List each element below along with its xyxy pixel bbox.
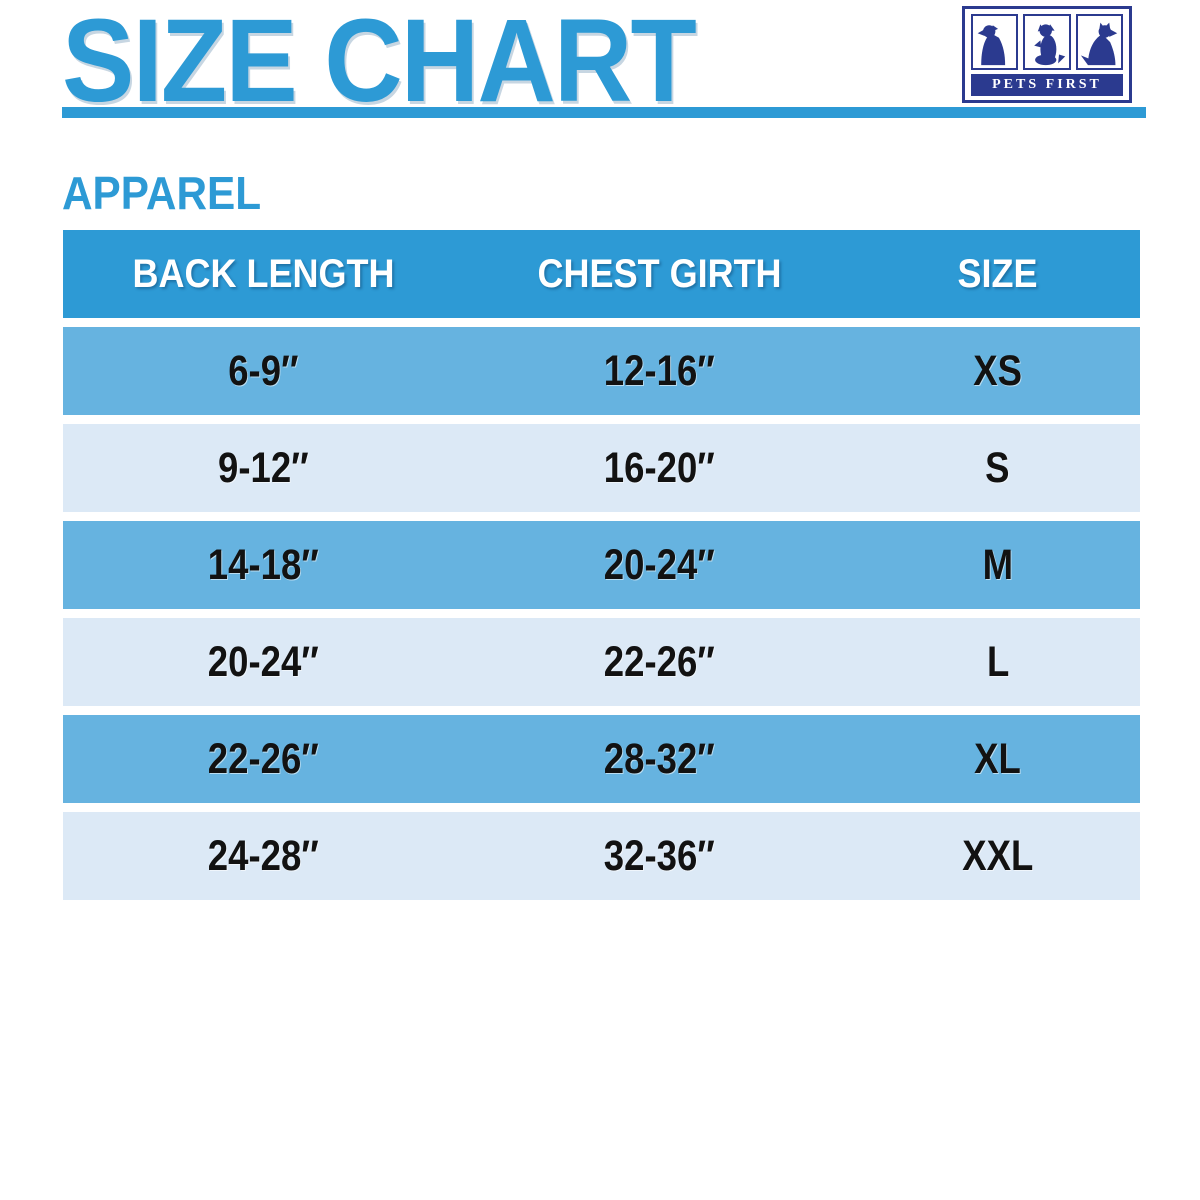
cell-size: XL (974, 734, 1022, 783)
logo-box-3 (1075, 14, 1123, 70)
page-title: SIZE CHART (62, 0, 697, 127)
header-back-length: BACK LENGTH (132, 251, 395, 296)
table-row-xs: 6-9″ 12-16″ XS (63, 327, 1140, 415)
cell-chest-girth: 20-24″ (604, 540, 716, 589)
cell-back-length: 6-9″ (228, 346, 299, 395)
logo-dog-boxes (971, 14, 1123, 70)
table-row-m: 14-18″ 20-24″ M (63, 521, 1140, 609)
cell-back-length: 14-18″ (207, 540, 319, 589)
header-chest-girth: CHEST GIRTH (537, 251, 782, 296)
cell-back-length: 20-24″ (207, 637, 319, 686)
logo-box-1 (971, 14, 1019, 70)
section-title: APPAREL (62, 167, 262, 219)
cell-size: L (986, 637, 1009, 686)
cell-size: XXL (962, 831, 1034, 880)
dog-size-illustration: Length Chest Girth Neck (0, 940, 1200, 1200)
cell-chest-girth: 22-26″ (604, 637, 716, 686)
cell-size: XS (973, 346, 1023, 395)
table-row-s: 9-12″ 16-20″ S (63, 424, 1140, 512)
cell-size: S (985, 443, 1011, 492)
table-row-l: 20-24″ 22-26″ L (63, 618, 1140, 706)
logo-wordmark: PETS FIRST (971, 74, 1123, 96)
cell-chest-girth: 32-36″ (604, 831, 716, 880)
cell-back-length: 22-26″ (207, 734, 319, 783)
cell-chest-girth: 28-32″ (604, 734, 716, 783)
cell-chest-girth: 12-16″ (604, 346, 716, 395)
cell-back-length: 24-28″ (207, 831, 319, 880)
cell-size: M (982, 540, 1014, 589)
header-size: SIZE (957, 251, 1038, 296)
table-row-xxl: 24-28″ 32-36″ XXL (63, 812, 1140, 900)
title-underline (62, 107, 1146, 118)
table-header-row: BACK LENGTH CHEST GIRTH SIZE (63, 230, 1140, 318)
cell-chest-girth: 16-20″ (604, 443, 716, 492)
logo-box-2 (1023, 14, 1071, 70)
pets-first-logo: PETS FIRST (962, 6, 1132, 103)
table-row-xl: 22-26″ 28-32″ XL (63, 715, 1140, 803)
sitting-retriever-icon (977, 25, 1006, 66)
size-table: BACK LENGTH CHEST GIRTH SIZE 6-9″ 12-16″… (63, 230, 1140, 900)
sitting-shepherd-icon (1080, 22, 1118, 66)
cell-back-length: 9-12″ (217, 443, 309, 492)
begging-dog-icon (1033, 24, 1065, 66)
